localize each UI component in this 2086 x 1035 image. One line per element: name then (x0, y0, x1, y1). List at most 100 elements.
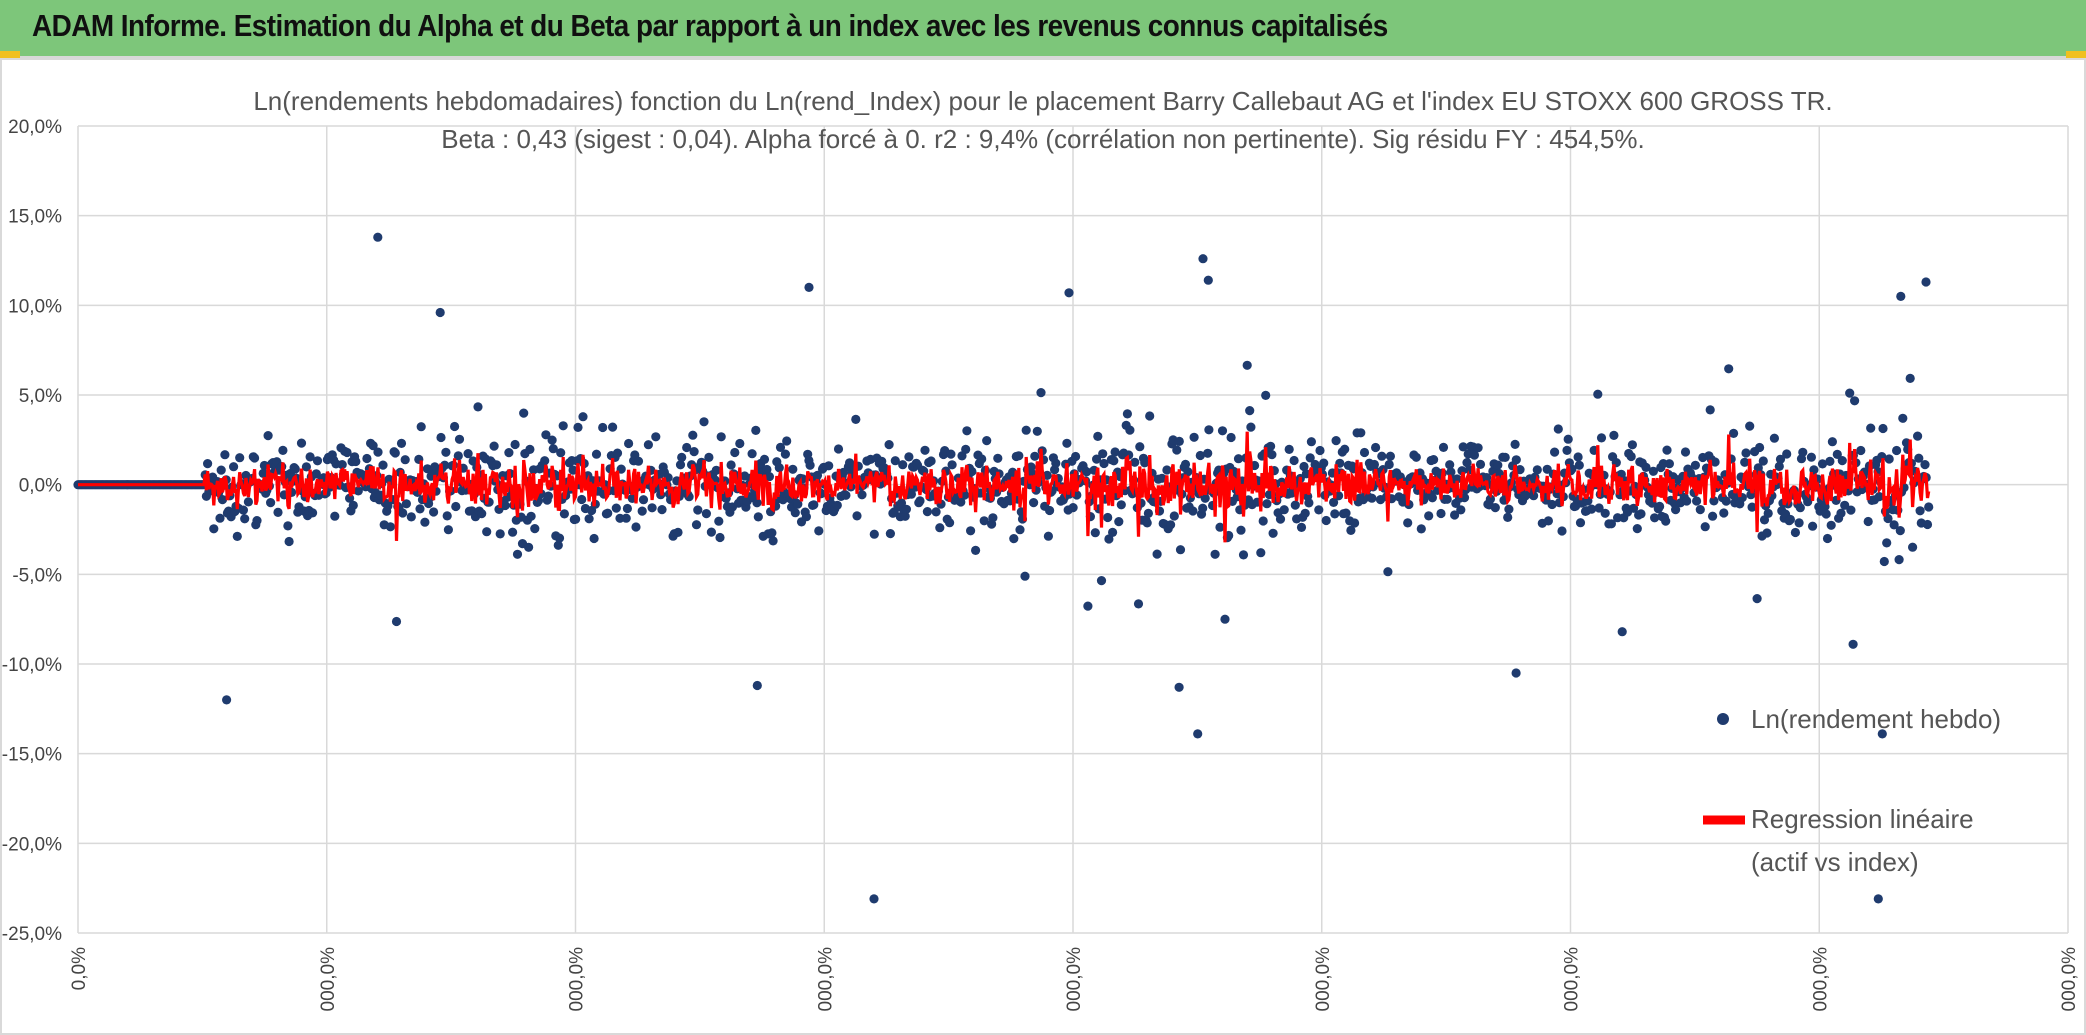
data-point (1837, 456, 1847, 466)
chart-subtitle: Beta : 0,43 (sigest : 0,04). Alpha forcé… (441, 124, 1644, 154)
data-point (473, 402, 483, 412)
chart-legend: Ln(rendement hebdo) Regression linéaire … (1703, 704, 2001, 877)
data-point (1515, 465, 1525, 475)
data-point (1157, 473, 1167, 483)
data-point (1758, 456, 1768, 466)
y-tick-label: -20,0% (2, 834, 62, 855)
data-point (530, 524, 540, 534)
data-point (1367, 493, 1377, 503)
data-point (1825, 456, 1835, 466)
data-point (832, 500, 842, 510)
data-point (704, 452, 714, 462)
data-point (290, 464, 300, 474)
data-point (1775, 454, 1786, 464)
data-point (1261, 390, 1271, 400)
data-point (1511, 455, 1521, 465)
data-point (774, 463, 784, 473)
data-point (1817, 459, 1828, 469)
data-point (1082, 467, 1092, 477)
data-point (1195, 450, 1205, 461)
y-tick-label: 15,0% (8, 207, 62, 228)
report-title: ADAM Informe. Estimation du Alpha et du … (32, 8, 1388, 43)
data-point (689, 447, 699, 457)
data-point (1045, 505, 1055, 516)
data-point (217, 495, 228, 505)
legend-label-regression-1: Regression linéaire (1751, 804, 1974, 834)
data-point (637, 506, 647, 516)
data-point (1180, 459, 1191, 469)
data-point (1329, 497, 1339, 507)
data-point (1840, 500, 1850, 510)
data-point (1143, 508, 1153, 518)
data-point (1436, 508, 1446, 519)
data-point (1068, 503, 1078, 513)
y-tick-label: 10,0% (8, 296, 62, 317)
data-point (378, 460, 388, 470)
data-point (1020, 571, 1030, 581)
data-point (1874, 492, 1884, 502)
data-point (1562, 445, 1572, 455)
data-point (1442, 494, 1452, 504)
data-point (553, 540, 563, 550)
data-point (1908, 542, 1918, 552)
data-point (1504, 504, 1514, 514)
data-point (1542, 464, 1552, 474)
data-point (1098, 449, 1108, 459)
data-point-outlier (1511, 668, 1521, 678)
data-point (1563, 434, 1573, 444)
data-point (693, 505, 703, 515)
data-point (762, 464, 772, 475)
data-point (283, 521, 293, 531)
data-point (1021, 425, 1031, 435)
data-point (1071, 451, 1081, 462)
data-point (1438, 442, 1449, 452)
data-point (603, 508, 613, 518)
data-point (243, 497, 253, 507)
data-point (809, 500, 819, 510)
data-point (1596, 433, 1607, 443)
data-point (296, 438, 307, 448)
data-point (922, 507, 933, 517)
data-point (962, 426, 972, 436)
data-point (1895, 526, 1905, 536)
data-point (1641, 462, 1651, 472)
data-point (1866, 423, 1876, 433)
data-point (915, 496, 925, 506)
data-point (621, 513, 631, 523)
data-point (1140, 458, 1150, 468)
data-point (1384, 459, 1394, 470)
data-point (589, 533, 599, 544)
data-point-outlier (1193, 729, 1203, 739)
data-point (1692, 496, 1702, 506)
data-point (904, 452, 914, 462)
data-point (1245, 406, 1255, 416)
data-point (1850, 396, 1860, 406)
data-point (1215, 522, 1225, 532)
data-point (1755, 442, 1765, 453)
x-tick-label: 000,0% (815, 947, 836, 1012)
data-point (1878, 423, 1888, 434)
data-point (451, 501, 461, 512)
data-point (1289, 455, 1299, 466)
data-point (1922, 519, 1933, 530)
data-point-outlier (1617, 627, 1627, 637)
data-point (573, 422, 583, 432)
data-point (657, 505, 667, 515)
data-point (1763, 508, 1773, 518)
data-point (559, 509, 570, 519)
data-point (1898, 413, 1908, 423)
data-point (1226, 432, 1236, 443)
data-point (1785, 514, 1795, 525)
data-point (1913, 431, 1923, 441)
data-point (1600, 508, 1610, 518)
data-point (780, 449, 791, 459)
data-point (1189, 432, 1199, 442)
data-point (263, 431, 273, 441)
scatter-chart: 20,0% 15,0% 10,0% 5,0% 0,0% -5,0% -10,0% -15,0%… (0, 58, 2086, 1035)
data-point (453, 451, 463, 461)
data-point (598, 422, 608, 433)
data-point (982, 436, 992, 446)
data-point-outlier (1873, 894, 1883, 904)
data-point (1029, 498, 1039, 508)
